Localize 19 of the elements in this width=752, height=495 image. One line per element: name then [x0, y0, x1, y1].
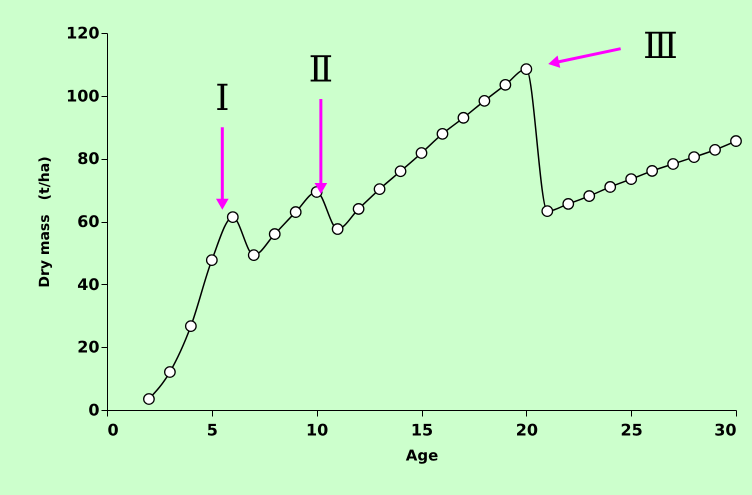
x-tick-label: 15 — [410, 420, 434, 440]
y-tick-label: 60 — [77, 212, 100, 231]
x-tick-label: 0 — [108, 420, 119, 440]
x-tick-label: 10 — [306, 420, 328, 440]
y-tick-label: 100 — [66, 86, 100, 106]
annotation: Ⅰ — [215, 78, 230, 119]
y-tick-label: 0 — [88, 400, 100, 420]
x-tick-label: 20 — [516, 420, 538, 440]
annotation: Ⅱ — [308, 50, 334, 91]
y-tick-label: 40 — [77, 274, 100, 294]
x-axis-title: Age — [406, 446, 438, 464]
x-tick-label: 5 — [206, 420, 218, 440]
y-axis-title: Dry mass (t/ha) — [37, 156, 54, 288]
y-tick-label: 20 — [77, 338, 100, 357]
x-tick-label: 25 — [620, 420, 643, 440]
y-tick-label: 120 — [66, 24, 100, 42]
x-tick-label: 30 — [714, 420, 736, 440]
annotation: Ⅲ — [643, 26, 678, 68]
y-tick-label: 80 — [77, 149, 100, 168]
